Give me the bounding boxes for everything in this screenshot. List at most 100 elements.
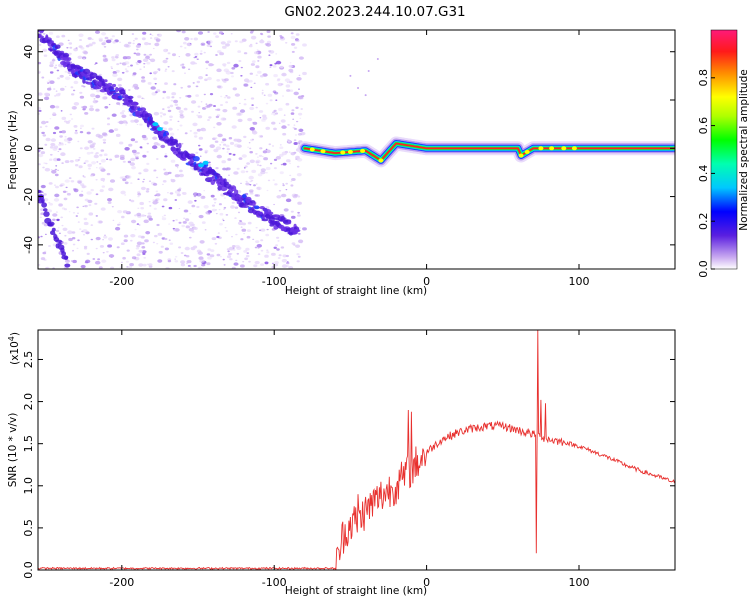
noise-speckle <box>150 86 156 90</box>
noise-speckle <box>282 183 285 185</box>
noise-speckle <box>251 60 256 63</box>
noise-speckle <box>297 255 301 258</box>
noise-speckle <box>217 85 223 89</box>
noise-speckle <box>279 146 284 149</box>
noise-speckle <box>58 148 62 151</box>
noise-speckle <box>104 58 108 60</box>
noise-speckle <box>137 207 140 209</box>
noise-speckle <box>95 193 99 196</box>
chart-title: GN02.2023.244.10.07.G31 <box>284 4 465 20</box>
noise-speckle <box>226 148 230 151</box>
heatmap-x-tick-label: 0 <box>423 275 430 288</box>
noise-speckle <box>207 42 211 45</box>
noise-speckle <box>136 212 142 217</box>
noise-speckle <box>77 212 79 214</box>
noise-speckle <box>148 58 151 61</box>
noise-speckle <box>275 53 278 55</box>
noise-speckle <box>126 175 132 179</box>
noise-speckle <box>87 199 93 204</box>
noise-speckle <box>232 153 236 156</box>
noise-speckle <box>103 45 107 48</box>
signal-node <box>549 146 555 151</box>
noise-speckle <box>72 89 76 92</box>
noise-speckle <box>152 145 158 150</box>
noise-speckle <box>44 96 50 101</box>
noise-speckle <box>272 179 275 181</box>
noise-speckle <box>106 250 109 253</box>
noise-speckle <box>216 122 222 126</box>
noise-speckle <box>204 151 208 154</box>
noise-speckle <box>193 37 198 41</box>
noise-speckle <box>44 92 49 96</box>
noise-speckle <box>40 257 46 261</box>
noise-speckle <box>229 258 233 261</box>
noise-speckle <box>151 34 154 36</box>
noise-speckle <box>80 124 84 128</box>
noise-speckle <box>125 124 128 126</box>
heatmap-y-ticks: -40 -20 0 20 40 <box>22 45 675 254</box>
noise-speckle <box>249 192 254 195</box>
noise-speckle <box>40 184 46 189</box>
noise-speckle <box>148 263 153 267</box>
heatmap-x-tick-label: 100 <box>568 275 589 288</box>
noise-speckle <box>107 198 112 202</box>
noise-speckle <box>72 237 76 240</box>
noise-speckle <box>60 87 65 91</box>
noise-speckle <box>163 121 169 125</box>
noise-speckle <box>203 190 205 192</box>
noise-speckle <box>293 46 298 49</box>
noise-speckle <box>38 149 41 153</box>
noise-speckle <box>109 158 113 161</box>
noise-speckle <box>236 252 240 255</box>
noise-speckle <box>235 244 240 249</box>
noise-speckle <box>193 195 197 198</box>
noise-speckle <box>137 95 142 99</box>
noise-speckle <box>290 210 294 213</box>
noise-speckle <box>189 130 192 132</box>
noise-speckle <box>104 234 106 236</box>
noise-speckle <box>47 87 52 91</box>
noise-speckle <box>130 234 136 238</box>
noise-speckle <box>236 167 240 170</box>
noise-speckle <box>284 78 290 82</box>
noise-speckle <box>249 184 252 186</box>
noise-speckle <box>42 251 47 255</box>
noise-speckle <box>249 31 254 34</box>
noise-speckle <box>61 130 66 134</box>
noise-speckle <box>163 171 170 176</box>
noise-speckle <box>42 193 47 196</box>
noise-speckle <box>141 250 147 254</box>
noise-speckle <box>256 186 262 191</box>
noise-speckle <box>93 98 96 100</box>
noise-speckle <box>272 90 277 93</box>
noise-speckle <box>214 140 219 143</box>
noise-speckle <box>299 96 304 100</box>
noise-speckle <box>221 78 224 80</box>
noise-speckle <box>38 163 41 166</box>
noise-speckle <box>249 151 253 154</box>
noise-speckle <box>153 207 157 210</box>
trend-blob <box>292 229 301 233</box>
noise-speckle <box>243 103 247 106</box>
noise-speckle <box>152 199 155 201</box>
noise-speckle <box>179 124 183 127</box>
noise-speckle <box>137 60 142 63</box>
noise-speckle <box>286 81 289 83</box>
noise-speckle <box>140 186 146 191</box>
noise-speckle <box>178 208 181 209</box>
noise-speckle <box>289 174 292 177</box>
noise-speckle <box>283 114 286 116</box>
noise-speckle <box>299 117 302 119</box>
noise-speckle <box>119 223 122 225</box>
heatmap-y-tick-label: 20 <box>22 93 35 107</box>
noise-speckle <box>174 164 179 167</box>
noise-speckle <box>45 162 48 165</box>
trend-blob <box>41 198 45 204</box>
noise-speckle <box>296 253 300 256</box>
noise-speckle <box>281 258 288 263</box>
noise-speckle <box>298 74 301 76</box>
noise-speckle <box>122 160 126 163</box>
noise-speckle <box>136 223 140 225</box>
noise-speckle <box>149 33 152 35</box>
noise-speckle <box>192 192 199 196</box>
